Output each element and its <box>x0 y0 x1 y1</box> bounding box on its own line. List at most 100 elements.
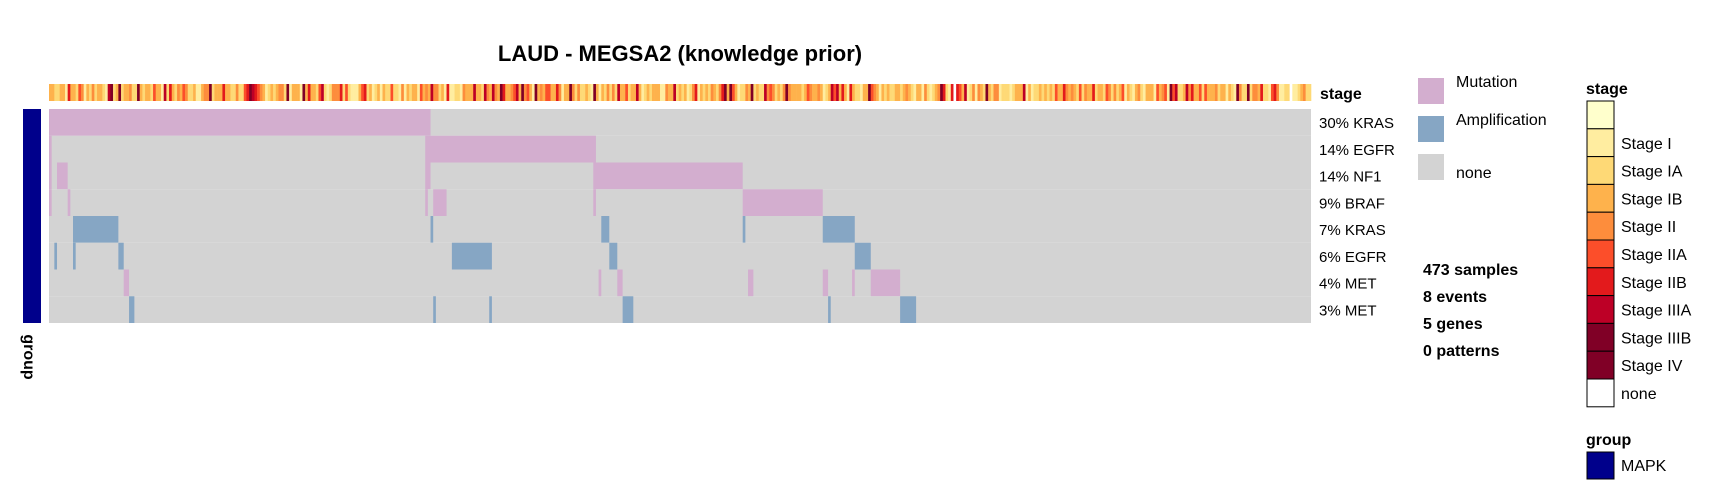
stage-cell <box>390 84 394 101</box>
stage-cell <box>577 84 581 101</box>
stage-cell <box>267 84 271 101</box>
stage-cell <box>1145 84 1149 101</box>
stage-cell <box>740 84 743 101</box>
stage-legend-label: Stage IIIA <box>1621 303 1692 320</box>
stage-cell <box>729 84 733 101</box>
group-swatch <box>1586 451 1615 480</box>
stage-cell <box>1062 84 1066 101</box>
stage-cell <box>1193 84 1197 101</box>
stage-legend-label: Stage IB <box>1621 191 1682 208</box>
event-segment <box>49 109 431 136</box>
event-segment <box>73 242 76 270</box>
stage-cell <box>251 84 255 101</box>
row-label: 14% NF1 <box>1319 169 1382 186</box>
stage-cell <box>1137 84 1141 101</box>
stage-cell <box>673 84 677 101</box>
row-background <box>49 296 1311 323</box>
stage-cell <box>291 84 295 101</box>
stage-cell <box>1233 84 1237 101</box>
stage-cell <box>393 84 397 101</box>
stage-swatch <box>1586 183 1615 213</box>
event-segment <box>822 216 855 243</box>
stage-cell <box>1006 84 1010 101</box>
stage-cell <box>177 84 181 101</box>
stage-cell <box>1268 84 1272 101</box>
stage-cell <box>1036 84 1040 101</box>
event-segment <box>489 296 492 323</box>
stage-cell <box>950 84 954 101</box>
stage-cell <box>1156 84 1160 101</box>
row-label: 14% EGFR <box>1319 142 1395 159</box>
stage-cell <box>828 84 832 101</box>
group-legend: MAPK <box>1586 451 1667 480</box>
stage-cell <box>857 84 861 101</box>
stage-cell <box>97 84 100 101</box>
stage-cell <box>913 84 917 101</box>
stage-cell <box>902 84 906 101</box>
stage-swatch <box>1586 100 1615 130</box>
event-type-legend: Mutation Amplification none <box>1418 74 1547 182</box>
stage-cell <box>350 84 354 101</box>
stage-cell <box>1238 84 1242 101</box>
stage-legend-label: Stage II <box>1621 219 1676 236</box>
stage-cell <box>849 84 853 101</box>
stage-cell <box>958 84 962 101</box>
stage-cell <box>179 84 183 101</box>
stage-cell <box>326 84 330 101</box>
stage-cell <box>283 84 287 101</box>
stage-cell <box>339 84 343 101</box>
stage-cell <box>110 84 114 101</box>
stage-cell <box>708 84 711 101</box>
stage-legend-label: Stage IIA <box>1621 247 1687 264</box>
row-label: 6% EGFR <box>1319 249 1387 266</box>
event-segment <box>742 189 823 216</box>
stage-cell <box>233 84 237 101</box>
stage-cell <box>710 84 714 101</box>
stage-cell <box>788 84 792 101</box>
stage-cell <box>1281 84 1285 101</box>
stage-cell <box>526 84 530 101</box>
stage-cell <box>964 84 968 101</box>
stage-cell <box>700 84 703 101</box>
stage-cell <box>166 84 170 101</box>
stage-cell <box>371 84 375 101</box>
stage-cell <box>1068 84 1072 101</box>
stage-annotation-bar <box>49 84 1312 101</box>
stage-cell <box>54 84 58 101</box>
stage-cell <box>270 84 274 101</box>
stage-cell <box>435 84 439 101</box>
stage-cell <box>531 84 535 101</box>
stage-cell <box>1172 84 1176 101</box>
stage-cell <box>769 84 773 101</box>
stage-cell <box>606 84 610 101</box>
stage-cell <box>243 84 247 101</box>
stage-cell <box>550 84 554 101</box>
stage-cell <box>1209 84 1213 101</box>
stage-cell <box>1217 84 1221 101</box>
stage-cell <box>1212 84 1216 101</box>
stage-cell <box>974 84 978 101</box>
stage-cell <box>1134 84 1138 101</box>
stage-cell <box>924 84 928 101</box>
stage-cell <box>772 84 776 101</box>
stage-cell <box>627 84 631 101</box>
stage-cell <box>820 84 824 101</box>
stage-cell <box>1196 84 1200 101</box>
stage-cell <box>241 84 245 101</box>
stage-legend-title: stage <box>1586 81 1628 98</box>
stage-cell <box>1030 84 1034 101</box>
stage-cell <box>190 84 194 101</box>
event-segment <box>451 242 492 270</box>
stage-cell <box>187 84 191 101</box>
event-segment <box>433 189 447 216</box>
stage-cell <box>956 84 960 101</box>
stage-cell <box>49 84 52 101</box>
stage-cell <box>1081 84 1085 101</box>
stage-cell <box>201 84 205 101</box>
stage-cell <box>836 84 840 101</box>
stage-cell <box>1158 84 1162 101</box>
stage-cell <box>761 84 765 101</box>
stage-cell <box>1086 84 1090 101</box>
stage-cell <box>446 84 450 101</box>
stage-swatch <box>1586 128 1615 158</box>
